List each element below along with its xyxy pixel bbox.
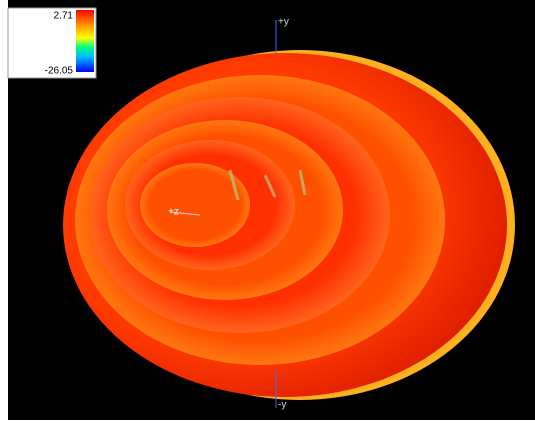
- axis-label: -y: [278, 400, 286, 411]
- ring: [140, 163, 250, 247]
- page: +y -y +z 2.71 -26.05 (() => { const data…: [0, 0, 535, 430]
- color-legend: 2.71 -26.05: [8, 8, 96, 78]
- axis-label: +y: [278, 17, 289, 28]
- viewer: +y -y +z 2.71 -26.05: [0, 0, 535, 430]
- legend-min: -26.05: [45, 66, 74, 77]
- legend-max: 2.71: [54, 11, 74, 22]
- radiation-pattern: [63, 50, 515, 400]
- color-bar: [76, 10, 94, 72]
- axis-label: +z: [168, 207, 179, 218]
